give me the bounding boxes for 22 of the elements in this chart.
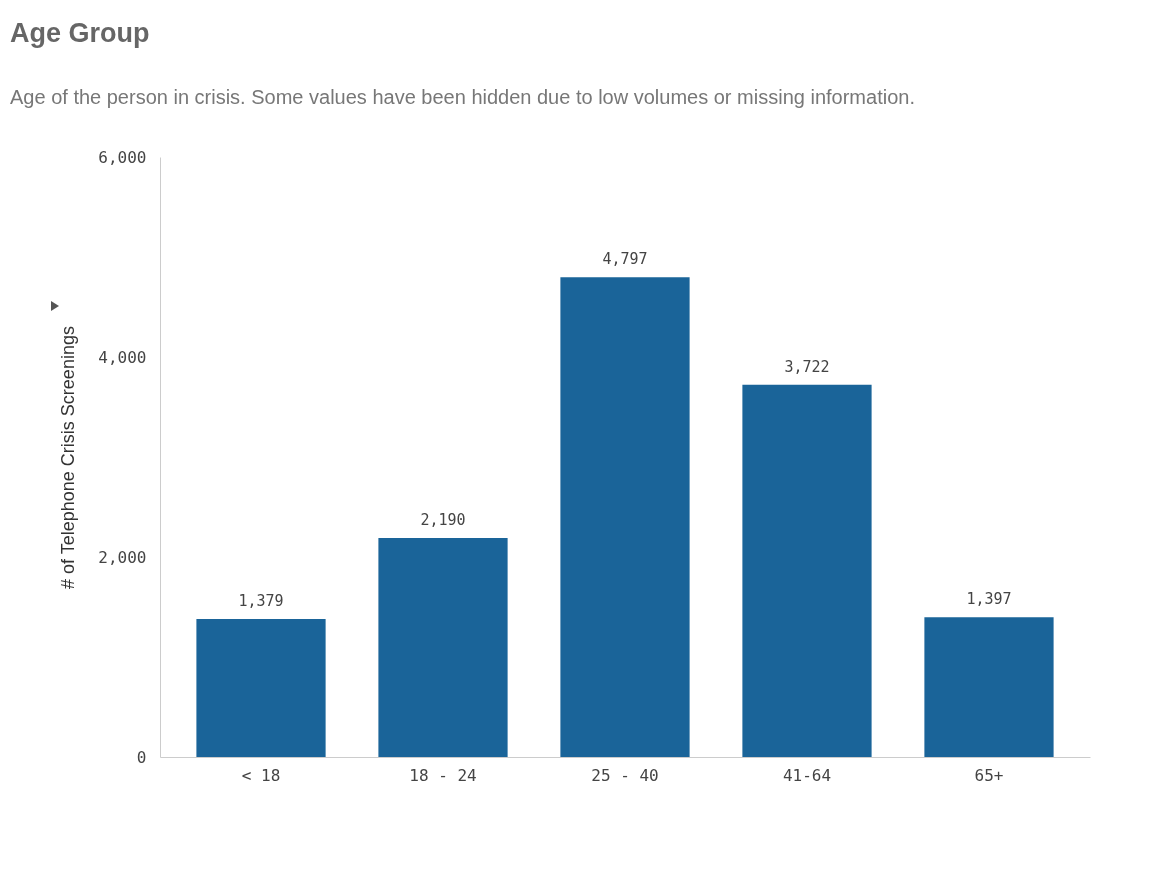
data-label: 1,397 [966, 590, 1012, 609]
x-tick-label: 65+ [974, 765, 1004, 785]
x-tick-label: 41-64 [782, 765, 832, 785]
chart-subtitle: Age of the person in crisis. Some values have been hidden due to low volumes or missing information. [10, 86, 915, 108]
y-tick-label: 2,000 [98, 547, 147, 567]
bar [196, 619, 326, 757]
data-label: 1,379 [238, 592, 284, 611]
x-tick-label: 18 - 24 [409, 765, 477, 785]
bar [378, 538, 508, 757]
y-tick-label: 4,000 [98, 347, 147, 367]
y-tick-label: 0 [136, 747, 147, 767]
bar [560, 277, 690, 757]
data-label: 2,190 [420, 511, 466, 529]
bar [924, 617, 1054, 757]
data-label: 3,722 [784, 357, 830, 376]
y-tick-label: 6,000 [98, 147, 147, 167]
bar [742, 384, 872, 757]
x-tick-label: 25 - 40 [591, 765, 659, 785]
x-tick-label: < 18 [241, 765, 281, 785]
data-label: 4,797 [602, 250, 648, 269]
y-axis-title: # of Telephone Crisis Screenings [58, 326, 79, 589]
chart-title: Age Group [10, 18, 150, 48]
